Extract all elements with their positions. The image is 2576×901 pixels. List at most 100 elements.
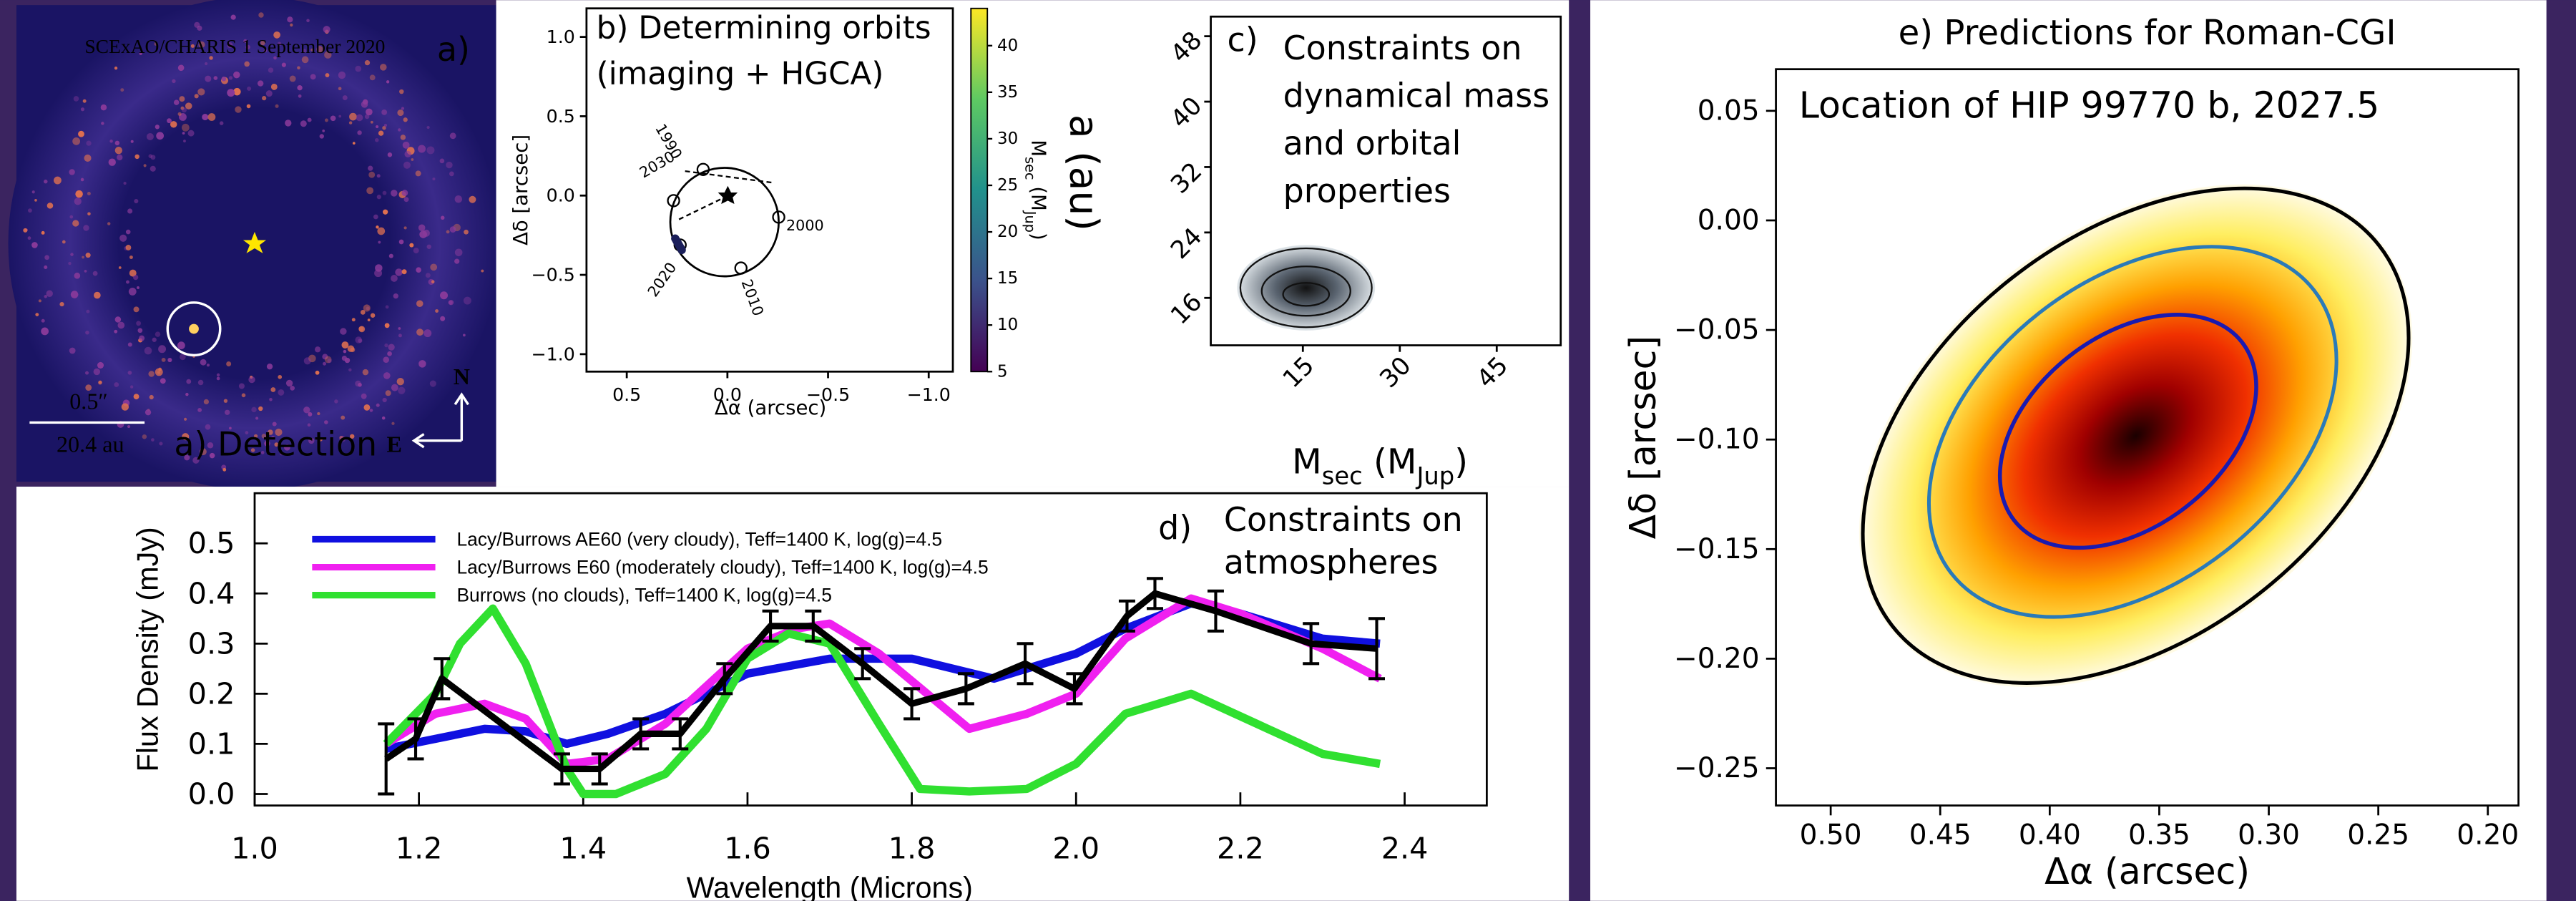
speckle	[255, 417, 258, 419]
speckle	[268, 67, 273, 72]
speckle	[98, 381, 102, 385]
colorbar-tick-label: 5	[997, 362, 1008, 381]
speckle	[86, 253, 91, 258]
speckle	[418, 224, 426, 231]
annotation-part: Constraints on	[1224, 500, 1463, 539]
speckle	[341, 416, 345, 420]
speckle	[455, 248, 463, 256]
speckle	[384, 344, 388, 347]
speckle	[338, 87, 342, 90]
speckle	[126, 281, 129, 284]
speckle	[464, 297, 471, 305]
speckle	[68, 262, 71, 265]
speckle	[358, 326, 363, 331]
speckle	[44, 180, 47, 183]
speckle	[233, 72, 240, 78]
speckle	[375, 138, 378, 142]
x-tick-label: 0.45	[1909, 819, 1972, 851]
speckle	[93, 271, 98, 276]
speckle	[85, 331, 89, 335]
speckle	[62, 240, 66, 244]
speckle	[401, 107, 404, 110]
speckle	[101, 122, 104, 125]
speckle	[385, 323, 390, 328]
speckle	[365, 60, 370, 65]
speckle	[343, 350, 347, 354]
y-tick-label: 1.0	[547, 26, 575, 47]
y-tick-label: −1.0	[531, 344, 574, 364]
speckle	[426, 146, 434, 154]
speckle	[151, 438, 155, 442]
x-axis-label-part: Jup	[1415, 462, 1454, 490]
speckle	[446, 162, 452, 168]
speckle	[446, 230, 450, 234]
speckle	[355, 66, 361, 72]
speckle	[32, 190, 35, 193]
speckle	[83, 225, 89, 230]
y-tick-label: 0.5	[188, 526, 235, 560]
speckle	[226, 361, 231, 366]
speckle	[208, 113, 216, 121]
x-axis-label-part: )	[1454, 442, 1468, 482]
y-tick-label: 0.3	[188, 626, 235, 661]
speckle	[383, 210, 388, 215]
x-tick-label: 0.30	[2238, 819, 2300, 851]
speckle	[271, 84, 278, 90]
speckle	[376, 125, 378, 128]
speckle	[41, 231, 45, 235]
x-axis-label-part: (M	[1363, 442, 1417, 482]
speckle	[416, 328, 423, 336]
speckle	[416, 170, 421, 176]
speckle	[195, 94, 199, 98]
x-tick-label: 1.0	[231, 831, 278, 865]
speckle	[391, 384, 398, 391]
speckle	[368, 172, 375, 178]
speckle	[368, 318, 371, 321]
legend-label: Lacy/Burrows AE60 (very cloudy), Teff=14…	[456, 529, 942, 550]
y-tick-label: −0.10	[1674, 424, 1760, 456]
speckle	[427, 126, 430, 129]
speckle	[298, 94, 302, 98]
speckle	[389, 254, 393, 258]
speckle	[129, 288, 137, 296]
speckle	[134, 306, 139, 312]
speckle	[229, 76, 232, 79]
speckle	[231, 15, 236, 20]
speckle	[440, 159, 445, 164]
speckle	[361, 394, 367, 399]
speckle	[399, 89, 403, 94]
speckle	[126, 245, 132, 250]
speckle	[426, 273, 431, 278]
legend-label: Burrows (no clouds), Teff=1400 K, log(g)…	[456, 585, 832, 606]
speckle	[323, 362, 326, 366]
y-tick-label: −0.25	[1674, 752, 1760, 784]
x-axis-label-part: sec	[1322, 462, 1363, 490]
speckle	[174, 99, 180, 105]
annotation-part: dynamical mass	[1283, 76, 1550, 115]
speckle	[404, 151, 411, 157]
speckle	[418, 360, 426, 367]
speckle	[411, 158, 413, 161]
speckle	[386, 80, 389, 83]
speckle	[130, 385, 133, 388]
north-label: N	[454, 364, 470, 389]
speckle	[427, 245, 431, 249]
speckle	[74, 96, 79, 102]
speckle	[322, 130, 325, 132]
speckle	[109, 140, 113, 143]
speckle	[258, 80, 263, 86]
speckle	[217, 374, 220, 377]
speckle	[297, 85, 302, 90]
speckle	[275, 104, 279, 108]
y-tick-label: 0.2	[188, 676, 235, 711]
speckle	[432, 177, 435, 180]
speckle	[348, 369, 352, 372]
speckle	[150, 155, 155, 160]
speckle	[155, 331, 160, 336]
speckle	[247, 87, 251, 91]
speckle	[46, 291, 53, 297]
y-tick-label: 0.4	[188, 576, 235, 610]
speckle	[167, 358, 172, 362]
speckle	[122, 403, 129, 410]
x-tick-label: 1.8	[888, 831, 936, 865]
